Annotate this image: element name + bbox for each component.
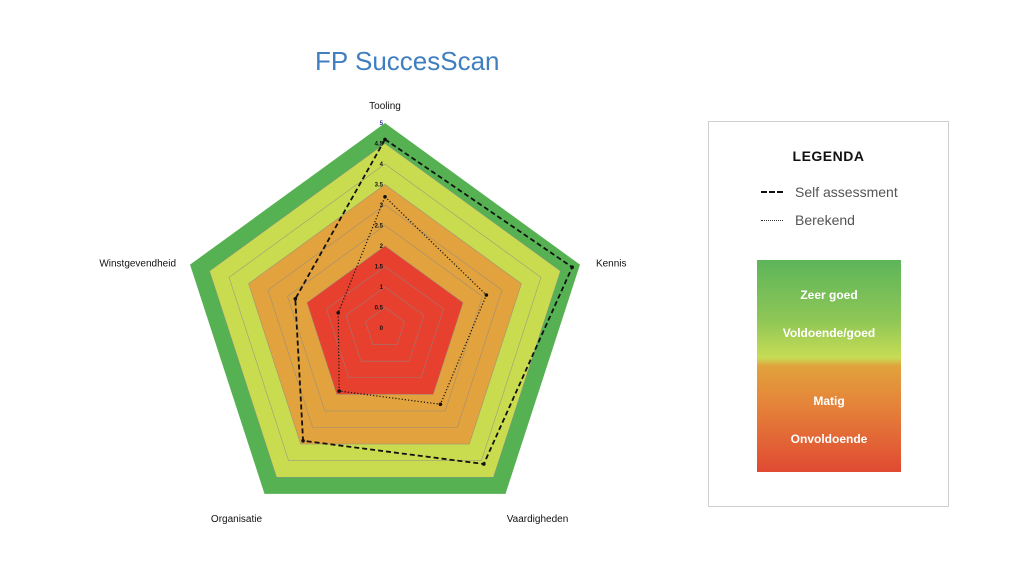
series-point-0-2: [482, 462, 486, 466]
axis-label-vaardigheden: Vaardigheden: [507, 514, 569, 525]
series-point-1-3: [337, 389, 342, 393]
scale-label-onvoldoende: Onvoldoende: [790, 432, 868, 446]
series-point-1-4: [336, 310, 341, 315]
series-point-1-1: [484, 293, 489, 297]
tick-label: 4.5: [375, 142, 384, 148]
scale-label-matig: Matig: [813, 394, 845, 408]
band-3: [307, 246, 463, 395]
tick-label: 3: [380, 203, 384, 209]
tick-label: 2.5: [375, 224, 384, 230]
legend-item-berekend: Berekend: [761, 211, 855, 229]
tick-label: 5: [380, 121, 384, 127]
series-point-0-4: [293, 297, 298, 301]
axis-label-kennis: Kennis: [596, 259, 627, 270]
series-point-0-3: [301, 438, 305, 443]
series-point-1-0: [383, 195, 387, 199]
legend-title: LEGENDA: [792, 148, 865, 164]
legend-label-calc: Berekend: [795, 212, 855, 228]
legend-label-self: Self assessment: [795, 184, 898, 200]
grid-ring: [345, 286, 425, 362]
score-scale: Zeer goed Voldoende/goed Matig Onvoldoen…: [757, 260, 901, 472]
tick-label: 1: [380, 285, 384, 291]
radar-grid: [209, 143, 561, 478]
score-bands: [190, 123, 580, 494]
grid-ring: [326, 266, 444, 379]
scale-label-voldoende-goed: Voldoende/goed: [782, 326, 876, 340]
grid-ring: [209, 143, 561, 478]
tick-label: 3.5: [375, 183, 384, 189]
legend-panel: LEGENDA Self assessment Berekend Zeer go…: [708, 121, 949, 507]
grid-ring: [365, 307, 405, 345]
radar-series: [293, 137, 574, 466]
legend-item-self-assessment: Self assessment: [761, 183, 898, 201]
series-point-0-0: [383, 137, 387, 142]
radar-chart: 0 0.5 1 1.5 2 2.5 3 3.5 4 4.5 5 Tooling Kennis Vaard…: [99, 101, 626, 525]
series-line-1: [337, 195, 488, 405]
tick-label: 4: [380, 162, 384, 168]
scale-label-zeer-goed: Zeer goed: [800, 288, 858, 302]
chart-title: FP SuccesScan: [315, 46, 500, 76]
dotted-line-swatch: [761, 219, 783, 221]
tick-label: 0: [380, 326, 384, 332]
radial-ticks: 0 0.5 1 1.5 2 2.5 3 3.5 4 4.5 5: [375, 121, 384, 332]
series-point-1-2: [438, 402, 443, 407]
grid-ring: [248, 184, 522, 445]
grid-ring: [306, 245, 464, 395]
axis-label-organisatie: Organisatie: [211, 514, 263, 525]
axis-label-tooling: Tooling: [369, 101, 401, 112]
axis-label-winstgevendheid: Winstgevendheid: [99, 259, 176, 270]
tick-label: 1.5: [375, 265, 384, 271]
tick-label: 2: [380, 244, 384, 250]
series-point-0-1: [570, 265, 574, 269]
axis-labels: Tooling Kennis Vaardigheden Organisatie Wins…: [99, 101, 626, 525]
grid-ring: [228, 163, 542, 461]
grid-ring: [267, 204, 503, 428]
tick-label: 0.5: [375, 306, 384, 312]
series-line-0: [294, 138, 574, 465]
grid-ring: [287, 225, 483, 412]
dashed-line-swatch: [761, 191, 783, 193]
